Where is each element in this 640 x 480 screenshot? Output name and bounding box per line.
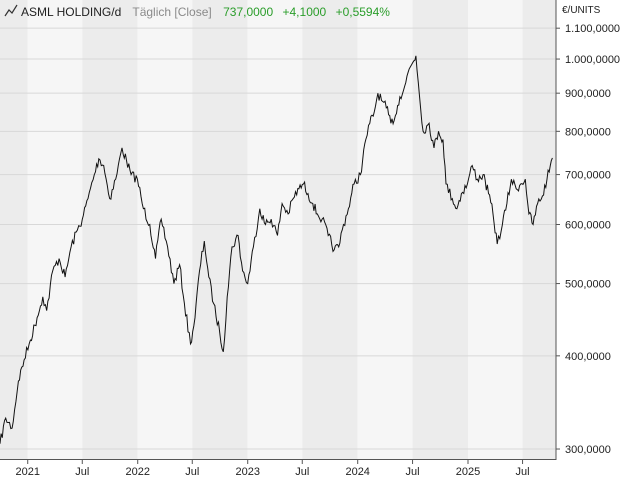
y-tick-label: 1.100,0000 [565, 23, 620, 35]
line-chart-icon [4, 4, 18, 17]
svg-text:ASML HOLDING/d Täglich [: ASML HOLDING/d Täglich [Close] 737,0000 … [21, 5, 390, 19]
y-tick-label: 400,0000 [565, 351, 611, 363]
y-tick-label: 700,0000 [565, 170, 611, 182]
time-band [302, 0, 358, 460]
unit-label: €/UNITS [562, 5, 601, 16]
series-line-price [0, 55, 553, 444]
y-tick-label: 900,0000 [565, 88, 611, 100]
last-price: 737,0000 [223, 5, 273, 19]
price-mode: Täglich [Close] [132, 5, 211, 19]
x-tick-label: 2024 [345, 466, 369, 478]
time-band [27, 0, 83, 460]
x-tick-label: Jul [406, 466, 420, 478]
x-axis-ticks: 2021 Jul 2022 Jul 2023 Jul 2024 Jul 2025 Jul [15, 460, 530, 478]
time-band [192, 0, 248, 460]
y-tick-label: 1.000,0000 [565, 54, 620, 66]
x-tick-label: 2022 [125, 466, 149, 478]
y-tick-label: 800,0000 [565, 126, 611, 138]
y-tick-label: 300,0000 [565, 444, 611, 456]
price-change-percent: +0,5594% [336, 5, 391, 19]
time-band [137, 0, 193, 460]
y-axis-panel [556, 0, 640, 460]
time-band [412, 0, 469, 460]
time-band [247, 0, 303, 460]
chart-header: ASML HOLDING/d Täglich [Close] 737,0000 … [4, 4, 390, 19]
x-tick-label: Jul [516, 466, 530, 478]
time-band [0, 0, 28, 460]
x-tick-label: Jul [295, 466, 309, 478]
x-tick-label: 2021 [15, 466, 39, 478]
time-band [82, 0, 138, 460]
x-tick-label: 2023 [235, 466, 259, 478]
y-axis-ticks: 300,0000 400,0000 500,0000 600,0000 700,0000… [556, 23, 620, 456]
x-tick-label: Jul [185, 466, 199, 478]
grid-lines [0, 27, 556, 450]
price-change: +4,1000 [283, 5, 327, 19]
time-band [522, 0, 556, 460]
x-tick-label: Jul [75, 466, 89, 478]
time-band [357, 0, 413, 460]
instrument-name: ASML HOLDING/d [21, 5, 121, 19]
year-bands [0, 0, 556, 460]
y-tick-label: 500,0000 [565, 279, 611, 291]
x-tick-label: 2025 [456, 466, 480, 478]
y-tick-label: 600,0000 [565, 220, 611, 232]
